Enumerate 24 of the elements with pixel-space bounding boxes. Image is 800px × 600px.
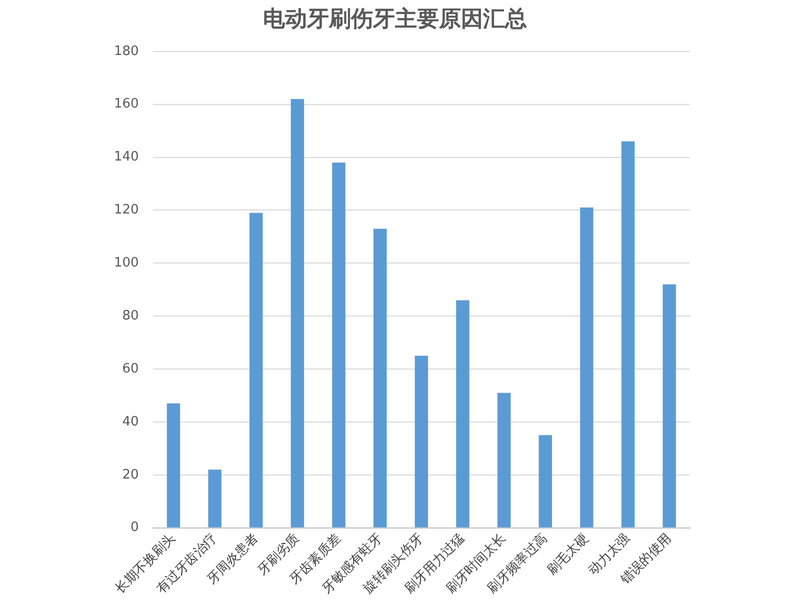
bar bbox=[580, 208, 594, 528]
y-tick-label: 180 bbox=[114, 44, 139, 59]
bar bbox=[250, 212, 263, 528]
y-tick-label: 60 bbox=[122, 361, 139, 376]
chart-title: 电动牙刷伤牙主要原因汇总 bbox=[263, 6, 527, 32]
bar bbox=[456, 300, 470, 528]
y-tick-label: 120 bbox=[114, 202, 139, 218]
bar bbox=[332, 162, 346, 528]
bar bbox=[166, 403, 180, 528]
bar bbox=[414, 356, 428, 528]
bar bbox=[538, 435, 552, 528]
bar bbox=[290, 99, 304, 528]
bar bbox=[621, 141, 635, 528]
bar bbox=[373, 228, 387, 528]
y-tick-label: 40 bbox=[122, 414, 139, 430]
y-tick-label: 140 bbox=[114, 150, 139, 165]
bar bbox=[208, 470, 222, 528]
bar bbox=[497, 392, 511, 528]
y-tick-label: 20 bbox=[122, 467, 139, 482]
bar bbox=[662, 284, 676, 528]
y-tick-label: 100 bbox=[114, 256, 139, 271]
y-tick-label: 160 bbox=[114, 96, 139, 112]
y-tick-label: 0 bbox=[130, 520, 139, 536]
y-tick-label: 80 bbox=[122, 308, 139, 324]
